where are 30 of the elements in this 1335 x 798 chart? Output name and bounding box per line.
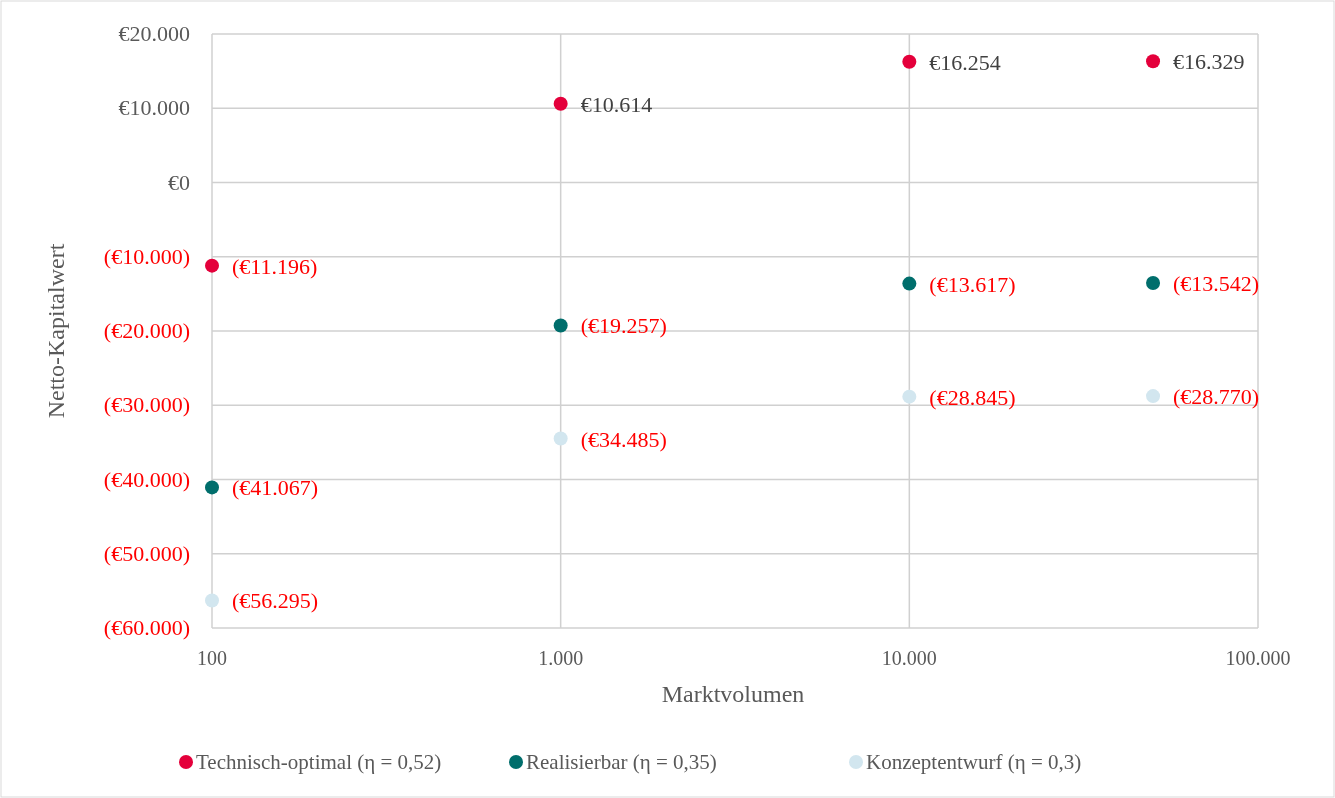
data-label: €10.614 [580,91,653,117]
y-tick-label: (€30.000) [103,392,190,418]
data-label: (€19.257) [580,313,667,339]
y-axis-title: Netto-Kapitalwert [43,243,69,419]
data-label: (€28.770) [1173,384,1260,410]
data-label: (€13.542) [1173,271,1260,297]
y-tick-label: (€50.000) [103,540,190,566]
data-label: (€56.295) [232,588,319,614]
data-label: (€34.485) [580,426,667,452]
x-tick-label: 10.000 [881,647,937,669]
y-tick-label: €0 [168,169,190,195]
x-tick-label: 100.000 [1225,647,1291,669]
y-tick-label: (€10.000) [103,243,190,269]
legend-label: Technisch-optimal (η = 0,52) [196,750,442,774]
y-tick-label: €10.000 [118,95,190,121]
legend-label: Konzeptentwurf (η = 0,3) [866,750,1082,774]
y-tick-label: (€20.000) [103,318,190,343]
data-label: (€41.067) [232,475,319,501]
data-label: €16.329 [1173,49,1245,75]
data-label: €16.254 [929,49,1001,75]
y-tick-label: (€40.000) [103,466,190,492]
data-label: (€13.617) [929,271,1016,297]
data-label: (€11.196) [232,253,318,279]
data-label: (€28.845) [929,384,1016,410]
x-tick-label: 100 [197,647,227,669]
y-tick-label: €20.000 [118,21,190,46]
legend-label: Realisierbar (η = 0,35) [526,750,717,774]
x-tick-label: 1.000 [538,647,584,669]
x-axis-title: Marktvolumen [661,681,805,707]
y-tick-label: (€60.000) [103,615,190,640]
